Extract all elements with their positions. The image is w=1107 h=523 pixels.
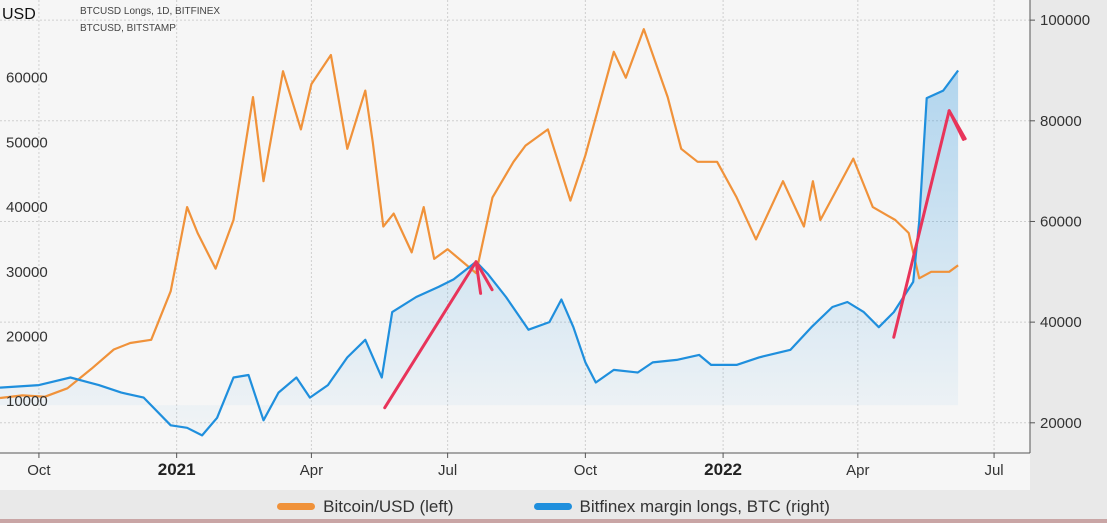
trend-arrow-head: [474, 260, 494, 295]
legend-item-longs[interactable]: Bitfinex margin longs, BTC (right): [533, 496, 830, 517]
unit-label: USD: [2, 6, 36, 23]
source-label-2: BTCUSD, BITSTAMP: [80, 23, 176, 34]
y-right-tick-label: 20000: [1040, 415, 1082, 432]
margin-longs-line: [0, 69, 959, 437]
trend-arrow-shaft: [892, 109, 951, 339]
legend-swatch-bitcoin: [277, 503, 316, 510]
bitcoin-price-line: [0, 28, 959, 400]
y-left-tick-label: 60000: [6, 70, 48, 87]
y-right-tick-label: 60000: [1040, 213, 1082, 230]
legend-label-longs: Bitfinex margin longs, BTC (right): [579, 496, 830, 516]
longs-area-fill: [0, 70, 959, 436]
area-fills: [0, 70, 959, 436]
legend-label-bitcoin: Bitcoin/USD (left): [323, 496, 454, 516]
x-tick-label: Jul: [984, 462, 1003, 479]
x-tick-label: 2021: [158, 460, 196, 479]
y-left-tick-label: 20000: [6, 329, 48, 346]
plot-background: [0, 0, 1030, 490]
legend-item-bitcoin[interactable]: Bitcoin/USD (left): [277, 496, 454, 517]
x-tick-label: Oct: [574, 462, 598, 479]
ticks: Oct 2021 Apr Jul Oct 2022 Apr Jul 20000 40000 6000…: [6, 12, 1090, 479]
x-tick-label: 2022: [704, 460, 742, 479]
y-right-tick-label: 80000: [1040, 113, 1082, 130]
y-left-tick-label: 50000: [6, 134, 48, 151]
bottom-strip: [0, 519, 1107, 523]
x-tick-label: Oct: [27, 462, 51, 479]
chart: Oct 2021 Apr Jul Oct 2022 Apr Jul 20000 40000 6000…: [0, 0, 1090, 490]
y-left-tick-label: 10000: [6, 393, 48, 410]
y-left-tick-label: 30000: [6, 264, 48, 281]
x-tick-label: Jul: [438, 462, 457, 479]
series-lines: [0, 28, 959, 437]
source-label-1: BTCUSD Longs, 1D, BITFINEX: [80, 6, 220, 17]
y-right-tick-label: 100000: [1040, 12, 1090, 29]
trend-arrow-head: [947, 109, 967, 141]
x-tick-label: Apr: [300, 462, 323, 479]
legend: Bitcoin/USD (left) Bitfinex margin longs…: [0, 490, 1107, 523]
trend-arrow-shaft: [383, 260, 478, 410]
legend-swatch-longs: [533, 503, 572, 510]
y-right-tick-label: 40000: [1040, 314, 1082, 331]
annotations: [383, 109, 967, 410]
x-tick-label: Apr: [846, 462, 869, 479]
y-left-tick-label: 40000: [6, 199, 48, 216]
